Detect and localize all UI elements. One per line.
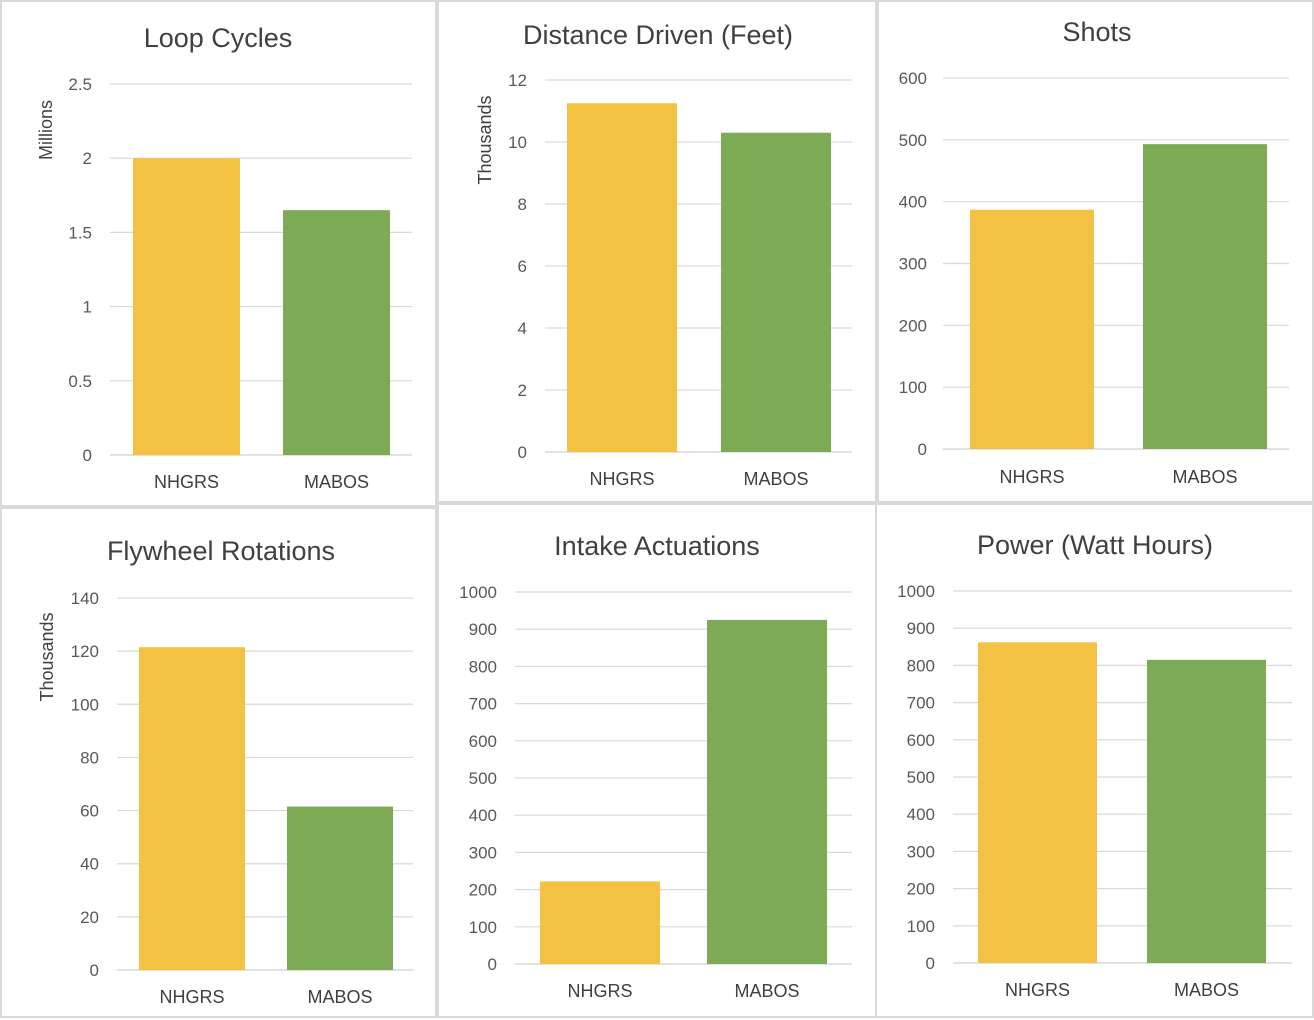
- bar-mabos: [287, 806, 393, 970]
- y-tick-label: 500: [907, 768, 935, 787]
- bar-mabos: [1147, 659, 1266, 963]
- y-tick-label: 600: [907, 731, 935, 750]
- y-tick-label: 0.5: [68, 372, 92, 391]
- y-tick-label: 100: [899, 378, 927, 397]
- y-tick-label: 700: [907, 694, 935, 713]
- x-category-label: NHGRS: [589, 469, 654, 489]
- y-tick-label: 2: [518, 381, 527, 400]
- y-tick-label: 10: [508, 133, 527, 152]
- y-tick-label: 600: [899, 69, 927, 88]
- chart-svg: 0 100 200 300 400 500 600 NHGRS MABOS Shots: [899, 17, 1289, 487]
- y-tick-label: 1000: [897, 582, 935, 601]
- y-tick-label: 6: [518, 257, 527, 276]
- chart-title: Shots: [1062, 17, 1131, 47]
- y-tick-label: 200: [899, 316, 927, 335]
- y-tick-label: 0: [488, 955, 497, 974]
- y-tick-label: 1.5: [68, 223, 92, 242]
- y-tick-label: 140: [71, 589, 99, 608]
- y-tick-label: 0: [918, 440, 927, 459]
- x-category-label: MABOS: [734, 981, 799, 1001]
- y-tick-label: 300: [899, 255, 927, 274]
- y-tick-label: 900: [907, 619, 935, 638]
- x-category-label: MABOS: [743, 469, 808, 489]
- chart-panel-loop-cycles: 0 0.5 1 1.5 2 2.5 NHGRS MABOS Loop Cycles Million…: [0, 0, 437, 507]
- bar-mabos: [707, 619, 827, 964]
- y-tick-label: 800: [907, 656, 935, 675]
- y-tick-label: 300: [907, 842, 935, 861]
- y-tick-label: 2: [83, 149, 92, 168]
- x-category-label: MABOS: [1172, 467, 1237, 487]
- chart-svg: 0 100 200 300 400 500 600 700 800 900 1000 NHGRS MAB…: [897, 530, 1292, 1000]
- y-tick-label: 1: [83, 298, 92, 317]
- bar-nhgrs: [139, 647, 245, 970]
- bar-mabos: [283, 210, 390, 455]
- x-category-label: NHGRS: [154, 472, 219, 492]
- y-tick-label: 20: [80, 908, 99, 927]
- chart-panel-distance-driven: 0 2 4 6 8 10 12 NHGRS MABOS Distance Driven (Feet…: [437, 0, 877, 503]
- chart-title: Flywheel Rotations: [107, 536, 335, 566]
- y-tick-label: 500: [899, 131, 927, 150]
- y-tick-label: 100: [469, 918, 497, 937]
- y-axis-label: Thousands: [475, 95, 495, 184]
- bar-mabos: [1143, 144, 1267, 449]
- y-axis-label: Millions: [36, 100, 56, 160]
- chart-title: Loop Cycles: [144, 23, 293, 53]
- x-category-label: MABOS: [304, 472, 369, 492]
- chart-panel-power: 0 100 200 300 400 500 600 700 800 900 1000 NHGRS MAB…: [875, 503, 1314, 1018]
- y-tick-label: 500: [469, 769, 497, 788]
- y-tick-label: 800: [469, 657, 497, 676]
- y-tick-label: 700: [469, 695, 497, 714]
- x-category-label: NHGRS: [999, 467, 1064, 487]
- y-tick-label: 0: [926, 954, 935, 973]
- y-tick-label: 80: [80, 748, 99, 767]
- chart-panel-intake-actuations: 0 100 200 300 400 500 600 700 800 900 1000 NHGRS MAB…: [437, 503, 877, 1018]
- x-category-label: MABOS: [1174, 980, 1239, 1000]
- chart-title: Power (Watt Hours): [977, 530, 1213, 560]
- y-tick-label: 8: [518, 195, 527, 214]
- chart-panel-shots: 0 100 200 300 400 500 600 NHGRS MABOS Shots: [877, 0, 1314, 503]
- bar-nhgrs: [978, 642, 1097, 963]
- chart-svg: 0 100 200 300 400 500 600 700 800 900 1000 NHGRS MAB…: [459, 531, 852, 1001]
- y-tick-label: 400: [899, 193, 927, 212]
- y-tick-label: 2.5: [68, 75, 92, 94]
- x-category-label: MABOS: [307, 987, 372, 1007]
- y-tick-label: 600: [469, 732, 497, 751]
- chart-svg: 0 0.5 1 1.5 2 2.5 NHGRS MABOS Loop Cycles Million…: [36, 23, 412, 492]
- x-category-label: NHGRS: [1005, 980, 1070, 1000]
- y-tick-label: 400: [469, 806, 497, 825]
- y-tick-label: 100: [907, 917, 935, 936]
- y-tick-label: 1000: [459, 583, 497, 602]
- bar-nhgrs: [540, 881, 660, 964]
- chart-title: Distance Driven (Feet): [523, 20, 793, 50]
- y-tick-label: 100: [71, 695, 99, 714]
- y-tick-label: 200: [907, 880, 935, 899]
- x-category-label: NHGRS: [159, 987, 224, 1007]
- bar-nhgrs: [567, 103, 677, 452]
- x-category-label: NHGRS: [567, 981, 632, 1001]
- chart-panel-flywheel-rotations: 0 20 40 60 80 100 120 140 NHGRS MABOS Flywheel Rot…: [0, 507, 437, 1018]
- y-tick-label: 400: [907, 805, 935, 824]
- y-tick-label: 120: [71, 642, 99, 661]
- y-tick-label: 200: [469, 881, 497, 900]
- y-tick-label: 0: [90, 961, 99, 980]
- chart-title: Intake Actuations: [554, 531, 760, 561]
- y-tick-label: 4: [518, 319, 527, 338]
- bar-mabos: [721, 132, 831, 452]
- bar-nhgrs: [970, 209, 1094, 449]
- y-tick-label: 900: [469, 620, 497, 639]
- chart-svg: 0 2 4 6 8 10 12 NHGRS MABOS Distance Driven (Feet…: [475, 20, 852, 489]
- y-tick-label: 0: [518, 443, 527, 462]
- chart-svg: 0 20 40 60 80 100 120 140 NHGRS MABOS Flywheel Rot…: [37, 536, 413, 1007]
- y-axis-label: Thousands: [37, 612, 57, 701]
- y-tick-label: 40: [80, 855, 99, 874]
- bar-nhgrs: [133, 158, 240, 455]
- y-tick-label: 300: [469, 843, 497, 862]
- y-tick-label: 12: [508, 71, 527, 90]
- y-tick-label: 60: [80, 802, 99, 821]
- y-tick-label: 0: [83, 446, 92, 465]
